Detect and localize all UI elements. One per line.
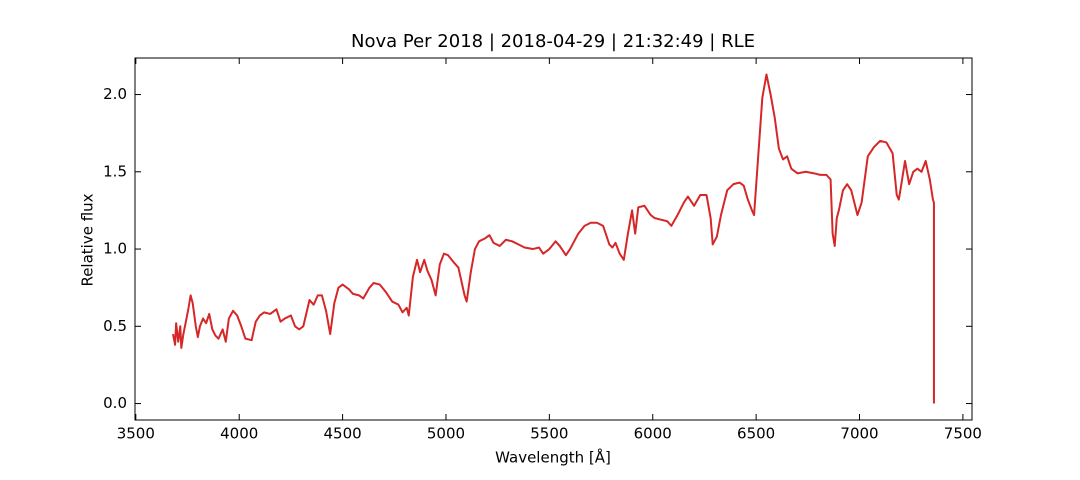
y-tick-label: 1.0: [103, 240, 127, 258]
y-tick-label: 0.0: [103, 394, 127, 412]
y-tick-label: 0.5: [103, 317, 127, 335]
x-tick-label: 6000: [634, 425, 672, 443]
spectrum-line: [172, 73, 935, 404]
plot-frame: [134, 57, 973, 421]
x-tick-label: 5500: [530, 425, 568, 443]
x-tick-label: 7000: [840, 425, 878, 443]
y-tick-label: 1.5: [103, 162, 127, 180]
x-tick-label: 5000: [427, 425, 465, 443]
x-tick-label: 4000: [220, 425, 258, 443]
x-tick-label: 4500: [324, 425, 362, 443]
x-tick-label: 7500: [944, 425, 982, 443]
chart-title: Nova Per 2018 | 2018-04-29 | 21:32:49 | …: [351, 31, 755, 52]
x-tick-label: 3500: [117, 425, 155, 443]
y-axis-label: Relative flux: [79, 193, 97, 286]
y-tick-label: 2.0: [103, 85, 127, 103]
x-tick-label: 6500: [737, 425, 775, 443]
x-axis-label: Wavelength [Å]: [495, 448, 611, 467]
